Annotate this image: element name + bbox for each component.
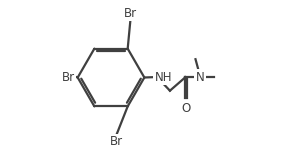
Text: NH: NH [154,71,172,84]
Text: Br: Br [62,71,75,84]
Text: Br: Br [124,7,137,20]
Text: O: O [181,102,191,115]
Text: N: N [196,71,204,84]
Text: Br: Br [110,135,123,148]
